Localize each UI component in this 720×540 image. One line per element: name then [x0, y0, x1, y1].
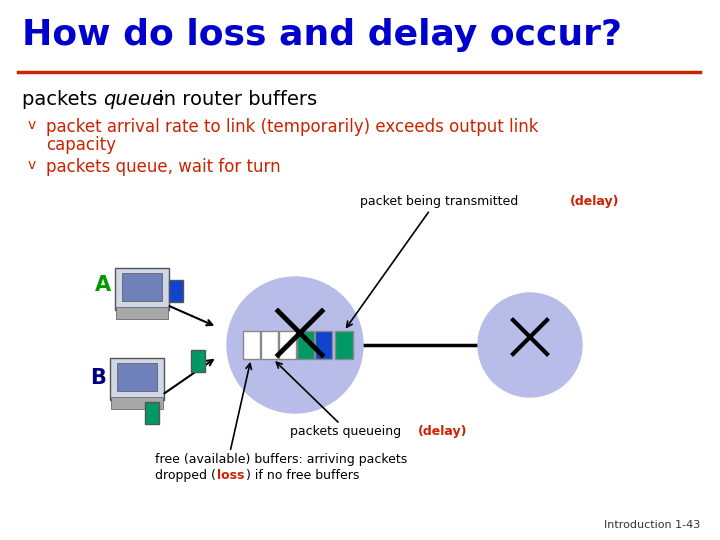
Bar: [335, 331, 353, 359]
Text: How do loss and delay occur?: How do loss and delay occur?: [22, 18, 622, 52]
FancyBboxPatch shape: [110, 358, 164, 400]
Bar: [169, 280, 183, 302]
Text: Introduction 1-43: Introduction 1-43: [604, 520, 700, 530]
Circle shape: [478, 293, 582, 397]
Circle shape: [227, 277, 363, 413]
Bar: [145, 402, 159, 424]
Text: capacity: capacity: [46, 136, 116, 154]
Text: packets: packets: [22, 90, 104, 109]
Bar: [279, 331, 296, 359]
FancyBboxPatch shape: [122, 273, 162, 301]
Bar: [315, 331, 332, 359]
Text: in router buffers: in router buffers: [152, 90, 317, 109]
Bar: [297, 331, 314, 359]
Text: packets queue, wait for turn: packets queue, wait for turn: [46, 158, 281, 176]
Text: dropped (: dropped (: [155, 469, 216, 482]
FancyBboxPatch shape: [111, 397, 163, 409]
Text: packet being transmitted: packet being transmitted: [360, 195, 522, 208]
FancyBboxPatch shape: [115, 268, 169, 310]
Text: v: v: [28, 158, 36, 172]
Text: packets queueing: packets queueing: [290, 425, 405, 438]
Text: loss: loss: [217, 469, 244, 482]
FancyBboxPatch shape: [116, 307, 168, 319]
Text: packet arrival rate to link (temporarily) exceeds output link: packet arrival rate to link (temporarily…: [46, 118, 539, 136]
Text: ) if no free buffers: ) if no free buffers: [246, 469, 359, 482]
Text: free (available) buffers: arriving packets: free (available) buffers: arriving packe…: [155, 453, 408, 466]
Text: B: B: [90, 368, 106, 388]
Bar: [191, 350, 205, 372]
Text: v: v: [28, 118, 36, 132]
Text: queue: queue: [103, 90, 164, 109]
Text: (delay): (delay): [418, 425, 467, 438]
Text: (delay): (delay): [570, 195, 619, 208]
FancyBboxPatch shape: [117, 363, 157, 391]
Bar: [261, 331, 278, 359]
Bar: [243, 331, 260, 359]
Text: A: A: [95, 275, 111, 295]
